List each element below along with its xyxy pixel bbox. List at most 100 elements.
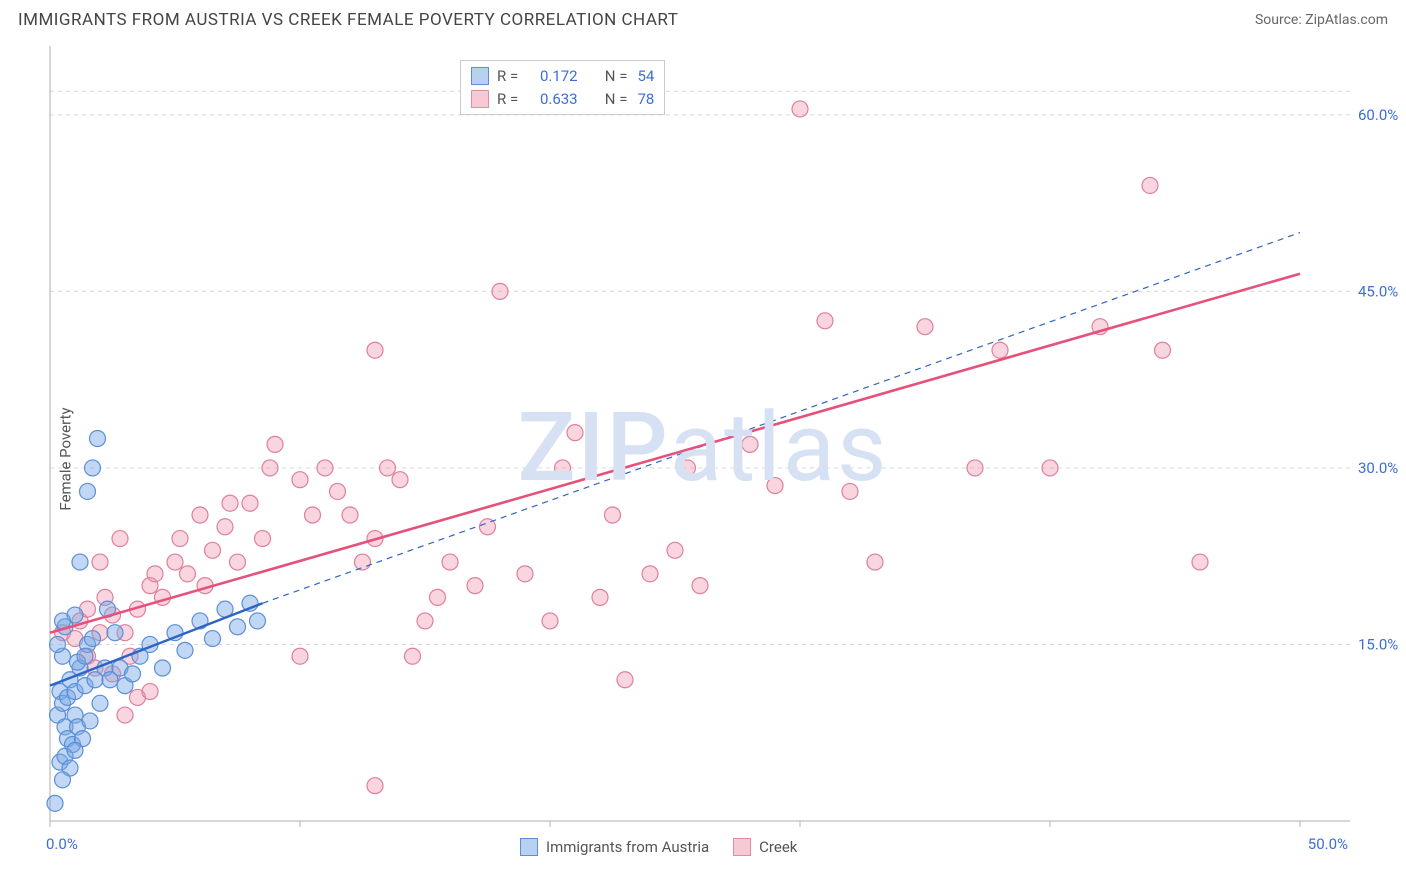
creek-point bbox=[555, 460, 571, 476]
creek-point bbox=[1142, 177, 1158, 193]
austria-point bbox=[55, 772, 71, 788]
stats-row-creek: R = 0.633 N = 78 bbox=[471, 88, 654, 111]
source-label: Source: bbox=[1255, 12, 1305, 28]
creek-point bbox=[542, 613, 558, 629]
chart-area: Female Poverty ZIPatlas 15.0%30.0%45.0%6… bbox=[0, 36, 1406, 882]
r-label: R = bbox=[497, 88, 518, 111]
creek-point bbox=[355, 554, 371, 570]
creek-point bbox=[180, 566, 196, 582]
source-attribution: Source: ZipAtlas.com bbox=[1255, 12, 1388, 28]
creek-point bbox=[267, 436, 283, 452]
creek-point bbox=[992, 342, 1008, 358]
creek-point bbox=[117, 707, 133, 723]
austria-point bbox=[107, 625, 123, 641]
austria-point bbox=[92, 695, 108, 711]
creek-point bbox=[492, 283, 508, 299]
creek-point bbox=[222, 495, 238, 511]
austria-point bbox=[72, 554, 88, 570]
creek-point bbox=[142, 684, 158, 700]
creek-point bbox=[680, 460, 696, 476]
creek-point bbox=[467, 578, 483, 594]
creek-point bbox=[867, 554, 883, 570]
creek-point bbox=[605, 507, 621, 523]
austria-legend-label: Immigrants from Austria bbox=[546, 838, 709, 856]
svg-text:45.0%: 45.0% bbox=[1358, 282, 1398, 300]
creek-point bbox=[442, 554, 458, 570]
austria-point bbox=[250, 613, 266, 629]
svg-text:0.0%: 0.0% bbox=[46, 835, 78, 853]
creek-legend-label: Creek bbox=[759, 838, 797, 856]
creek-point bbox=[967, 460, 983, 476]
creek-point bbox=[405, 648, 421, 664]
austria-regression-extension bbox=[263, 233, 1301, 604]
creek-point bbox=[292, 648, 308, 664]
creek-swatch bbox=[471, 90, 489, 108]
austria-point bbox=[85, 460, 101, 476]
legend-item-austria: Immigrants from Austria bbox=[520, 838, 709, 856]
creek-point bbox=[567, 425, 583, 441]
creek-point bbox=[112, 531, 128, 547]
creek-point bbox=[330, 483, 346, 499]
creek-point bbox=[842, 483, 858, 499]
creek-point bbox=[1155, 342, 1171, 358]
n-label: N = bbox=[605, 65, 628, 88]
creek-point bbox=[667, 542, 683, 558]
legend-item-creek: Creek bbox=[733, 838, 797, 856]
creek-point bbox=[517, 566, 533, 582]
creek-point bbox=[817, 313, 833, 329]
creek-legend-swatch bbox=[733, 838, 751, 856]
chart-svg: 15.0%30.0%45.0%60.0%0.0%50.0% bbox=[0, 36, 1406, 882]
creek-n-value: 78 bbox=[637, 88, 654, 111]
austria-point bbox=[80, 483, 96, 499]
creek-point bbox=[592, 589, 608, 605]
svg-text:15.0%: 15.0% bbox=[1358, 635, 1398, 653]
chart-title: IMMIGRANTS FROM AUSTRIA VS CREEK FEMALE … bbox=[18, 10, 678, 30]
creek-point bbox=[367, 778, 383, 794]
creek-point bbox=[617, 672, 633, 688]
creek-point bbox=[1042, 460, 1058, 476]
n-label: N = bbox=[605, 88, 628, 111]
creek-point bbox=[642, 566, 658, 582]
austria-n-value: 54 bbox=[637, 65, 654, 88]
creek-point bbox=[167, 554, 183, 570]
creek-point bbox=[317, 460, 333, 476]
creek-point bbox=[292, 472, 308, 488]
header-bar: IMMIGRANTS FROM AUSTRIA VS CREEK FEMALE … bbox=[0, 0, 1406, 36]
austria-point bbox=[90, 431, 106, 447]
svg-text:50.0%: 50.0% bbox=[1308, 835, 1348, 853]
creek-point bbox=[742, 436, 758, 452]
creek-point bbox=[305, 507, 321, 523]
creek-point bbox=[92, 554, 108, 570]
austria-point bbox=[82, 713, 98, 729]
creek-point bbox=[205, 542, 221, 558]
austria-point bbox=[85, 631, 101, 647]
stats-row-austria: R = 0.172 N = 54 bbox=[471, 65, 654, 88]
creek-point bbox=[917, 319, 933, 335]
creek-point bbox=[1192, 554, 1208, 570]
creek-point bbox=[217, 519, 233, 535]
r-label: R = bbox=[497, 65, 518, 88]
creek-point bbox=[392, 472, 408, 488]
austria-point bbox=[155, 660, 171, 676]
austria-point bbox=[230, 619, 246, 635]
creek-point bbox=[692, 578, 708, 594]
austria-legend-swatch bbox=[520, 838, 538, 856]
creek-point bbox=[792, 101, 808, 117]
creek-point bbox=[230, 554, 246, 570]
creek-r-value: 0.633 bbox=[540, 88, 578, 111]
austria-swatch bbox=[471, 67, 489, 85]
creek-point bbox=[417, 613, 433, 629]
creek-point bbox=[255, 531, 271, 547]
austria-point bbox=[87, 672, 103, 688]
creek-point bbox=[242, 495, 258, 511]
austria-point bbox=[125, 666, 141, 682]
austria-r-value: 0.172 bbox=[540, 65, 578, 88]
y-axis-label: Female Poverty bbox=[57, 407, 75, 510]
creek-point bbox=[367, 342, 383, 358]
austria-point bbox=[205, 631, 221, 647]
creek-point bbox=[380, 460, 396, 476]
creek-point bbox=[192, 507, 208, 523]
svg-text:30.0%: 30.0% bbox=[1358, 459, 1398, 477]
creek-point bbox=[767, 478, 783, 494]
creek-regression-line bbox=[50, 274, 1300, 633]
